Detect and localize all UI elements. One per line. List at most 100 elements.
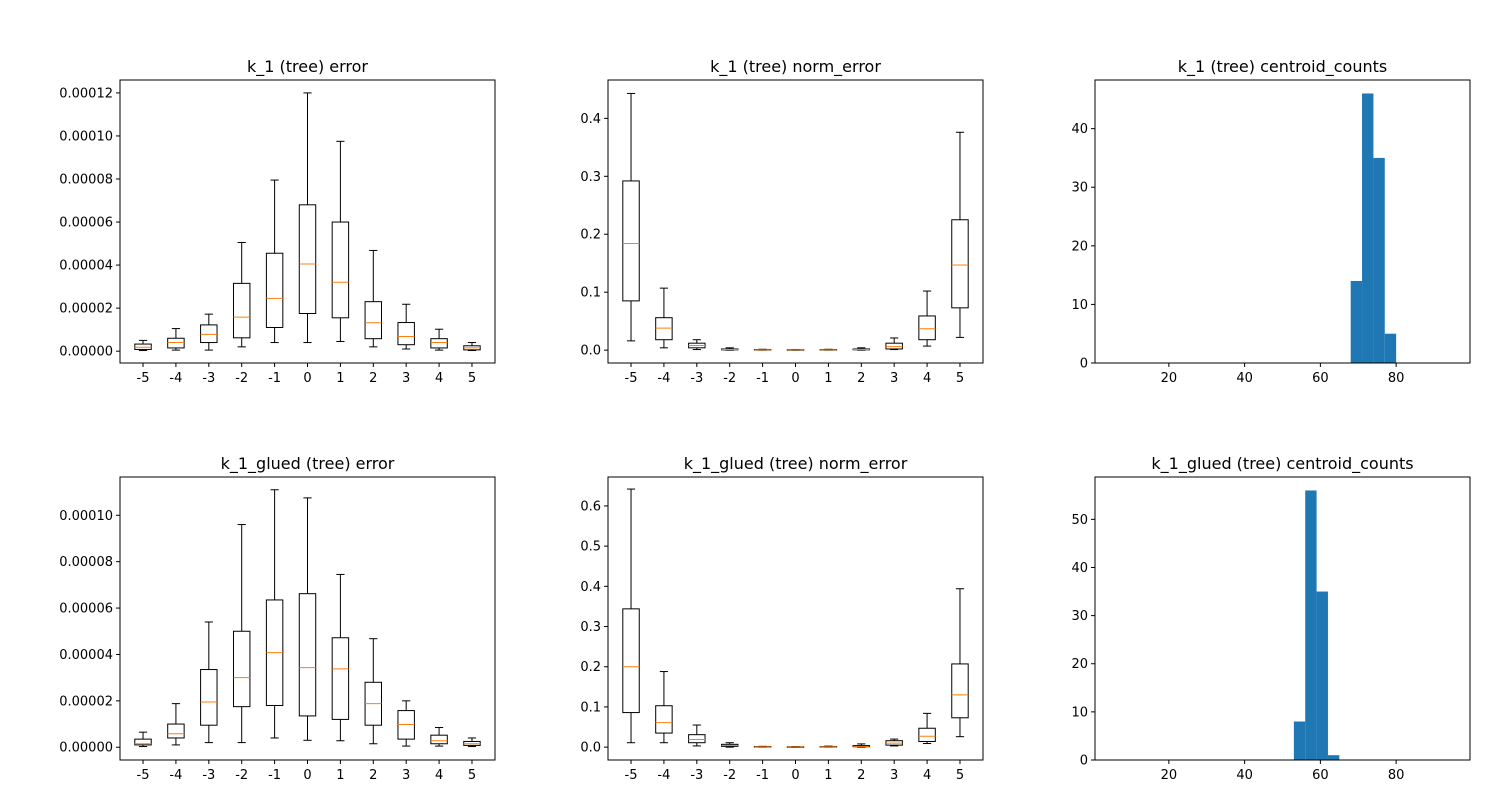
x-tick-label: 1 xyxy=(336,768,344,783)
box-iqr xyxy=(918,315,936,341)
y-tick-label: 0.00010 xyxy=(59,509,113,524)
box-iqr xyxy=(397,322,415,346)
box--3 xyxy=(200,313,218,351)
y-tick-label: 50 xyxy=(1071,513,1088,528)
y-tick-label: 0.00006 xyxy=(59,602,113,617)
box-3 xyxy=(885,337,903,351)
box-iqr xyxy=(298,593,317,717)
box-iqr xyxy=(622,608,640,714)
box-iqr xyxy=(200,324,218,344)
x-tick-label: -5 xyxy=(625,371,638,386)
box--1 xyxy=(265,489,284,739)
box-iqr xyxy=(167,723,185,739)
x-tick-label: -1 xyxy=(756,768,769,783)
x-tick-label: 5 xyxy=(468,371,476,386)
y-tick-label: 0.2 xyxy=(580,660,601,675)
box--2 xyxy=(720,742,739,748)
axes-frame xyxy=(119,476,496,761)
x-tick-label: 4 xyxy=(435,371,443,386)
box--1 xyxy=(753,348,772,351)
panel-k1-glued-error: k_1_glued (tree) error 0.00000 0.00002 0.0… xyxy=(59,454,496,783)
x-tick-label: 2 xyxy=(857,768,865,783)
y-tick-label: 20 xyxy=(1071,239,1088,254)
y-tick-label: 0.00002 xyxy=(59,302,113,317)
y-tick-label: 0.00010 xyxy=(59,129,113,144)
y-tick-label: 40 xyxy=(1071,122,1088,137)
y-tick-label: 0.00004 xyxy=(59,259,113,274)
x-tick-label: -3 xyxy=(202,768,215,783)
box--5 xyxy=(622,488,640,744)
axes-frame xyxy=(607,79,984,364)
box-iqr xyxy=(331,221,350,319)
y-tick-label: 0.4 xyxy=(580,580,601,595)
panel-k1-glued-centroid-counts: k_1_glued (tree) centroid_counts 0 10 20 30… xyxy=(1071,454,1471,783)
box-5 xyxy=(463,342,481,352)
box-iqr xyxy=(232,630,251,708)
x-tick-label: 4 xyxy=(923,768,931,783)
y-tick-label: 0.00002 xyxy=(59,694,113,709)
x-tick-label: 40 xyxy=(1236,768,1253,783)
box--4 xyxy=(167,703,185,746)
x-tick-label: 80 xyxy=(1388,371,1405,386)
hist-bar-3 xyxy=(1384,333,1397,363)
y-tick-label: 0 xyxy=(1080,357,1088,372)
x-tick-label: 3 xyxy=(402,768,410,783)
y-tick-label: 0.1 xyxy=(580,286,601,301)
box--3 xyxy=(200,621,218,744)
y-tick-label: 0.00006 xyxy=(59,216,113,231)
y-tick-label: 0.0 xyxy=(580,344,601,359)
y-tick-label: 0.5 xyxy=(580,540,601,555)
box-4 xyxy=(430,328,448,351)
hist-bar-2 xyxy=(1316,591,1328,760)
panel-title: k_1 (tree) centroid_counts xyxy=(1178,57,1387,77)
box-iqr xyxy=(298,204,317,315)
y-tick-label: 0.00012 xyxy=(59,86,113,101)
axes-frame xyxy=(607,476,984,761)
box--4 xyxy=(655,671,673,744)
box-5 xyxy=(463,737,481,748)
box-1 xyxy=(331,140,350,342)
box-4 xyxy=(430,727,448,747)
x-tick-label: -2 xyxy=(723,371,736,386)
x-tick-label: -2 xyxy=(723,768,736,783)
box-0 xyxy=(298,92,317,344)
y-tick-label: 20 xyxy=(1071,657,1088,672)
box-2 xyxy=(852,347,871,351)
box-iqr xyxy=(430,734,448,745)
y-tick-label: 0.00004 xyxy=(59,648,113,663)
box--1 xyxy=(265,179,284,344)
x-tick-label: 1 xyxy=(336,371,344,386)
y-tick-label: 0.00008 xyxy=(59,172,113,187)
box-iqr xyxy=(364,301,383,340)
box-iqr xyxy=(655,705,673,734)
y-tick-label: 0.3 xyxy=(580,170,601,185)
box-iqr xyxy=(430,338,448,349)
x-tick-label: -3 xyxy=(690,371,703,386)
hist-bar-2 xyxy=(1373,157,1385,363)
hist-bar-0 xyxy=(1293,721,1306,760)
panel-title: k_1 (tree) norm_error xyxy=(710,57,881,77)
box-4 xyxy=(918,290,936,347)
x-tick-label: 60 xyxy=(1312,371,1329,386)
y-tick-label: 30 xyxy=(1071,609,1088,624)
box-iqr xyxy=(200,669,218,726)
y-tick-label: 0.00000 xyxy=(59,741,113,756)
box-iqr xyxy=(655,317,673,341)
box-0 xyxy=(786,746,805,748)
x-tick-label: 80 xyxy=(1388,768,1405,783)
panel-k1-norm-error: k_1 (tree) norm_error 0.0 0.1 0.2 0.3 0.4 -5 -… xyxy=(580,57,984,386)
box-5 xyxy=(951,588,969,738)
box-1 xyxy=(819,348,838,351)
x-tick-label: -5 xyxy=(625,768,638,783)
box-0 xyxy=(298,497,317,741)
x-tick-label: 5 xyxy=(956,768,964,783)
x-tick-label: -4 xyxy=(169,371,182,386)
axes-frame xyxy=(1094,476,1471,761)
box--4 xyxy=(655,287,673,349)
y-tick-label: 30 xyxy=(1071,181,1088,196)
box-iqr xyxy=(951,219,969,309)
box-iqr xyxy=(622,180,640,302)
y-tick-label: 0.00008 xyxy=(59,555,113,570)
x-tick-label: 2 xyxy=(369,768,377,783)
